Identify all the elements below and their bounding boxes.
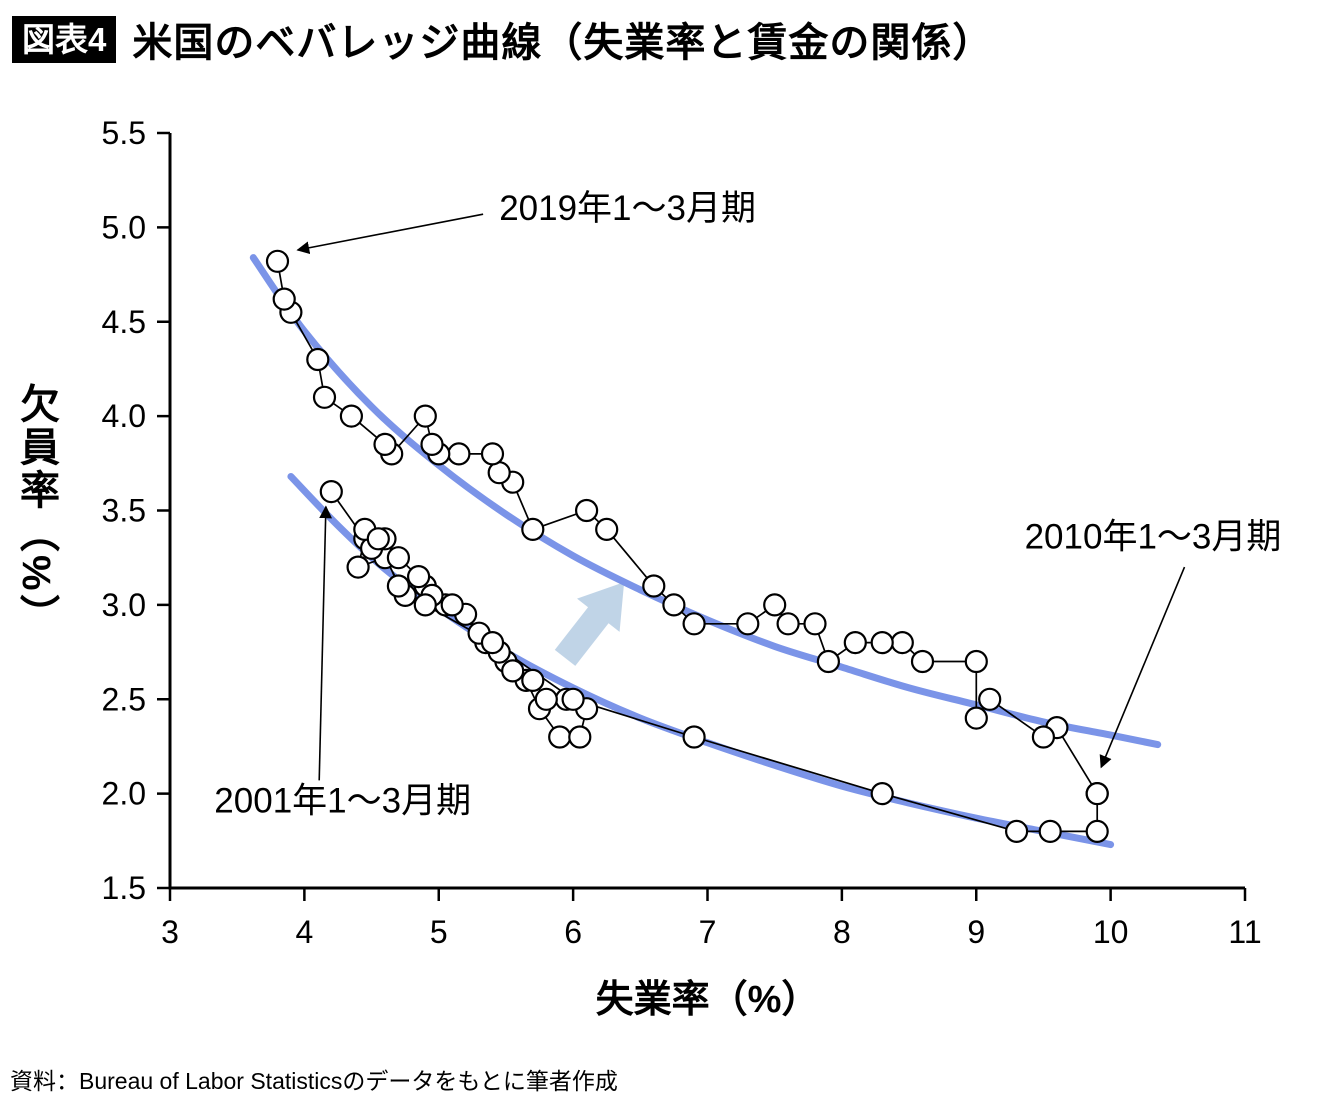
data-point xyxy=(534,687,558,711)
data-point xyxy=(265,249,290,273)
annotations: 2019年1～3月期 2010年1～3月期 2001年1～3月期 xyxy=(214,189,1281,821)
y-tick-label: 3.0 xyxy=(102,587,146,623)
data-point xyxy=(595,517,619,541)
data-point xyxy=(521,517,545,541)
data-point xyxy=(480,630,505,655)
data-point xyxy=(803,612,827,636)
data-point xyxy=(662,593,686,617)
data-point xyxy=(910,649,935,674)
y-tick-label: 4.0 xyxy=(102,398,146,434)
data-point xyxy=(736,612,760,636)
data-point xyxy=(964,649,988,674)
x-tick-label: 8 xyxy=(833,914,851,950)
y-tick-label: 5.5 xyxy=(102,115,146,151)
x-tick-label: 10 xyxy=(1093,914,1129,950)
data-point xyxy=(843,630,867,655)
data-point xyxy=(1038,819,1062,844)
data-point xyxy=(447,442,471,466)
data-point xyxy=(306,347,330,372)
data-point xyxy=(373,432,397,456)
annotation-label-1: 2019年1～3月期 xyxy=(499,189,756,228)
x-tick-label: 5 xyxy=(430,914,448,950)
data-point xyxy=(1031,725,1056,749)
data-point xyxy=(272,287,296,311)
data-point xyxy=(366,527,390,551)
shift-arrow-icon xyxy=(554,582,625,666)
data-point xyxy=(346,555,370,579)
x-tick-label: 3 xyxy=(161,914,179,950)
annotation-arrow-2 xyxy=(1099,566,1186,769)
x-tick-label: 7 xyxy=(699,914,717,950)
y-tick-label: 5.0 xyxy=(102,209,146,245)
x-tick-label: 6 xyxy=(564,914,582,950)
y-tick-label: 2.0 xyxy=(102,776,146,812)
data-point xyxy=(682,612,706,636)
data-point xyxy=(386,574,410,598)
data-point xyxy=(521,668,545,693)
x-tick-label: 4 xyxy=(295,914,313,950)
data-point xyxy=(407,565,431,589)
annotation-label-3: 2001年1～3月期 xyxy=(214,782,471,821)
data-point xyxy=(568,725,592,749)
y-axis-title: 欠員率（%） xyxy=(14,383,58,637)
annotation-label-2: 2010年1～3月期 xyxy=(1025,517,1282,556)
data-point xyxy=(776,612,800,636)
fitted-curve-1 xyxy=(249,254,1162,749)
data-point xyxy=(1004,819,1029,844)
annotation-arrow-1 xyxy=(296,213,484,255)
figure-header: 図表4 米国のベバレッジ曲線（失業率と賃金の関係） xyxy=(12,10,993,68)
data-point xyxy=(978,687,1002,711)
data-point xyxy=(763,593,787,617)
data-point xyxy=(870,781,894,806)
y-tick-label: 3.5 xyxy=(102,493,146,529)
data-point xyxy=(480,442,505,466)
data-point xyxy=(1085,781,1109,806)
data-point xyxy=(501,659,525,683)
figure-title: 米国のベバレッジ曲線（失業率と賃金の関係） xyxy=(132,21,994,65)
figure-number-badge: 図表4 xyxy=(12,15,117,63)
data-point xyxy=(312,385,337,409)
axes: 1.5 2.0 2.5 3.0 3.5 4.0 4.5 5.0 5.5 3 4 5 6 7 8 9 10 11 xyxy=(102,115,1262,950)
y-tick-label: 1.5 xyxy=(102,870,146,906)
data-point xyxy=(386,546,410,570)
data-point xyxy=(890,630,914,655)
x-axis-title: 失業率（%） xyxy=(595,979,820,1021)
annotation-arrow-3 xyxy=(318,505,333,781)
y-tick-label: 4.5 xyxy=(102,304,146,340)
x-tick-label: 9 xyxy=(967,914,985,950)
data-point xyxy=(413,404,437,428)
data-point xyxy=(682,725,706,749)
x-tick-label: 11 xyxy=(1228,914,1261,950)
data-point xyxy=(339,404,363,428)
data-point xyxy=(816,649,841,674)
source-note: 資料：Bureau of Labor Statisticsのデータをもとに筆者作… xyxy=(10,1068,618,1094)
data-point xyxy=(420,432,444,456)
data-point xyxy=(964,706,988,730)
data-point xyxy=(319,480,343,504)
y-tick-label: 2.5 xyxy=(102,681,146,717)
data-point xyxy=(440,593,464,617)
data-point xyxy=(561,687,585,711)
data-point xyxy=(642,574,666,598)
beveridge-curve-chart: 1.5 2.0 2.5 3.0 3.5 4.0 4.5 5.0 5.5 3 4 5 6 7 8 9 10 11 20… xyxy=(102,115,1282,950)
data-point xyxy=(548,725,572,749)
data-point xyxy=(574,498,599,523)
scatter-series xyxy=(265,249,1109,844)
data-point xyxy=(1085,819,1109,844)
data-point xyxy=(413,593,437,617)
data-point xyxy=(870,630,894,655)
